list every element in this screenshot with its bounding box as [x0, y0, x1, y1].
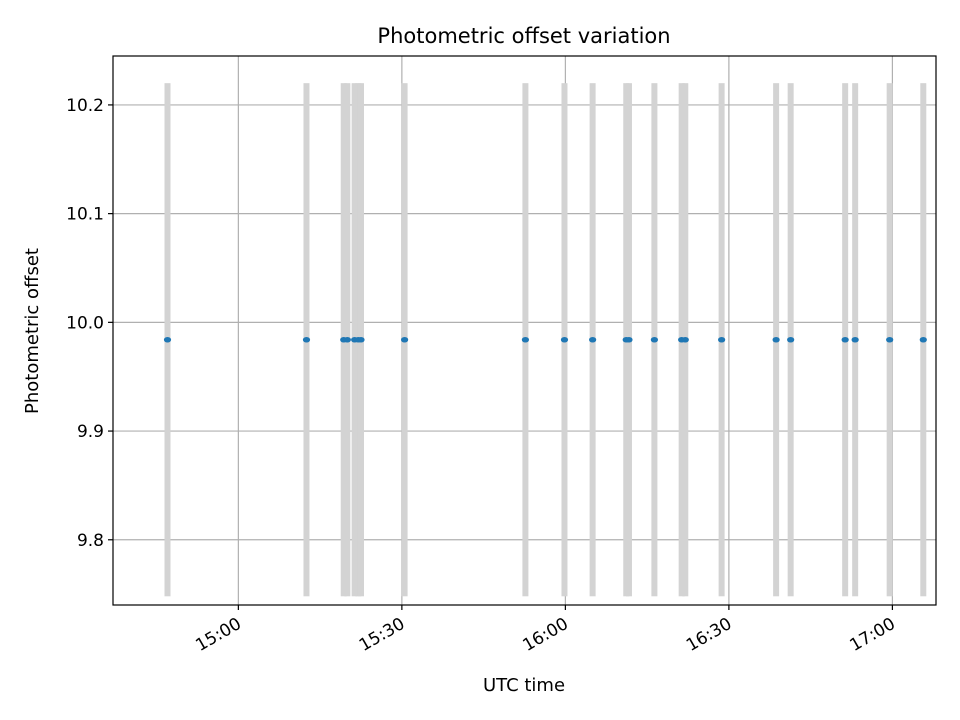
data-point	[841, 336, 849, 343]
data-point	[343, 336, 351, 343]
chart-title: Photometric offset variation	[377, 24, 670, 48]
data-points	[163, 336, 927, 343]
data-point	[302, 336, 311, 343]
data-point	[400, 336, 409, 343]
data-point	[681, 336, 689, 343]
y-tick-label: 10.2	[66, 96, 104, 116]
y-tick-label: 10.1	[66, 205, 104, 225]
data-point	[163, 336, 172, 343]
data-point	[650, 336, 658, 343]
data-point	[851, 336, 859, 343]
data-point	[886, 336, 894, 343]
data-point	[625, 336, 633, 343]
data-point	[357, 336, 365, 343]
y-tick-label: 10.0	[66, 313, 104, 333]
y-axis-label: Photometric offset	[22, 248, 43, 414]
data-point	[521, 336, 530, 343]
data-point	[589, 336, 597, 343]
y-tick-label: 9.8	[77, 531, 104, 551]
plot-frame	[112, 55, 937, 606]
data-point	[787, 336, 795, 343]
data-point	[560, 336, 569, 343]
y-tick-label: 9.9	[77, 422, 104, 442]
data-point	[772, 336, 780, 343]
data-point	[718, 336, 726, 343]
data-point	[919, 336, 927, 343]
y-axis: 9.8 9.9 10.0 10.1 10.2	[66, 96, 113, 551]
x-axis-label: UTC time	[483, 675, 565, 696]
